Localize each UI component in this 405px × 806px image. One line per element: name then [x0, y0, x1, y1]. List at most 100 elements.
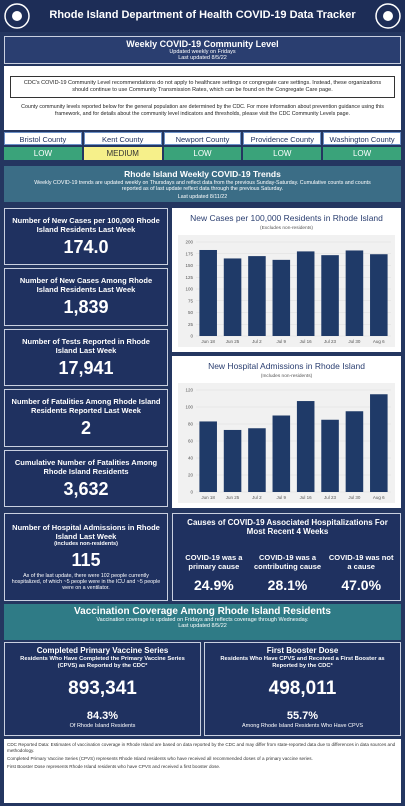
chart-subtitle: (Includes non-residents)	[261, 373, 313, 379]
panel-subtitle: Residents Who Have Completed the Primary…	[20, 656, 185, 669]
community-banner: Weekly COVID-19 Community Level Updated …	[4, 36, 401, 64]
kpi-value: 17,941	[58, 357, 114, 378]
kpi-label: Number of Hospital Admissions in Rhode I…	[12, 522, 160, 541]
y-tick-label: 80	[188, 422, 194, 427]
bar	[199, 421, 217, 492]
panel-percent: 84.3%	[86, 710, 119, 722]
y-tick-label: 40	[188, 456, 194, 461]
vaccine-panel: Completed Primary Vaccine Series Resident…	[4, 642, 201, 736]
bar	[345, 411, 364, 492]
causes-panel: Causes of COVID-19 Associated Hospitaliz…	[172, 513, 401, 601]
kpi-note: As of the last update, there were 102 pe…	[11, 573, 161, 592]
footnote: CDC Reported Data: Estimates of vaccinat…	[7, 742, 396, 753]
chart-title: New Hospital Admissions in Rhode Island	[208, 361, 365, 371]
panel-title: First Booster Dose	[266, 646, 339, 655]
kpi-label: Number of New Cases Among Rhode Island R…	[19, 276, 153, 294]
x-tick-label: Jul 16	[300, 339, 313, 344]
county-level: MEDIUM	[83, 147, 162, 160]
chart-title: New Cases per 100,000 Residents in Rhode…	[190, 213, 383, 223]
cause-label: COVID-19 was a contributing cause	[253, 553, 322, 571]
cause-value: 28.1%	[267, 577, 308, 593]
vaccination-banner: Vaccination Coverage Among Rhode Island …	[4, 604, 401, 640]
x-tick-label: Jul 9	[277, 339, 287, 344]
kpi-value: 1,839	[63, 297, 109, 317]
kpi-label: Cumulative Number of Fatalities Among Rh…	[14, 457, 158, 476]
footnotes: CDC Reported Data: Estimates of vaccinat…	[4, 739, 401, 803]
section-title: Vaccination Coverage Among Rhode Island …	[74, 606, 331, 617]
county-note: County community levels reported below f…	[21, 104, 384, 117]
description: Weekly COVID-19 trends are updated weekl…	[34, 180, 371, 193]
causes-list: COVID-19 was a primary cause 24.9% COVID-1…	[177, 553, 398, 598]
y-tick-label: 200	[185, 240, 193, 245]
footnote: First Booster Dose represents Rhode Isla…	[7, 763, 221, 769]
county-level: LOW	[243, 147, 322, 160]
vaccination-panels: Completed Primary Vaccine Series Resident…	[4, 642, 401, 736]
y-tick-label: 175	[185, 251, 193, 256]
x-tick-label: Jul 2	[252, 495, 262, 500]
bar	[223, 258, 242, 336]
x-tick-label: Jul 23	[324, 339, 337, 344]
x-tick-label: Aug 6	[373, 495, 385, 500]
bar	[199, 249, 217, 336]
bar	[321, 255, 339, 336]
section-title: Weekly COVID-19 Community Level	[126, 39, 279, 49]
y-tick-label: 150	[185, 263, 193, 268]
chart: New Cases per 100,000 Residents in Rhode…	[172, 208, 401, 352]
cause-label: COVID-19 was a primary cause	[185, 553, 243, 571]
bar	[272, 415, 291, 492]
hospital-kpi: Number of Hospital Admissions in Rhode I…	[4, 513, 168, 601]
kpi-sublabel: (includes non-residents)	[54, 540, 118, 547]
y-tick-label: 50	[188, 310, 194, 315]
footnote: Completed Primary Vaccine Series (CPVS) …	[7, 755, 313, 761]
bar	[296, 251, 315, 336]
bar	[272, 259, 291, 336]
cause: COVID-19 was a primary cause 24.9%	[177, 553, 251, 598]
chart-subtitle: (Excludes non-residents)	[260, 225, 313, 231]
x-tick-label: Jul 23	[324, 495, 337, 500]
x-tick-label: Jul 2	[252, 339, 262, 344]
kpi-card: Number of New Cases Among Rhode Island R…	[4, 268, 168, 326]
last-updated: Last updated 8/5/22	[178, 623, 227, 629]
kpi-card: Number of New Cases per 100,000 Rhode Is…	[4, 208, 168, 265]
kpi-label: Number of New Cases per 100,000 Rhode Is…	[12, 215, 160, 234]
logo	[4, 3, 30, 29]
y-tick-label: 25	[188, 322, 194, 327]
panel-percent-label: Among Rhode Island Residents Who Have CP…	[241, 723, 364, 729]
kpi-value: 115	[71, 550, 101, 571]
bar	[345, 250, 364, 336]
y-tick-label: 60	[188, 439, 194, 444]
kpi-value: 3,632	[63, 478, 109, 499]
page-title: Rhode Island Department of Health COVID-…	[49, 9, 356, 21]
kpi-card: Cumulative Number of Fatalities Among Rh…	[4, 450, 168, 507]
panel-title: Causes of COVID-19 Associated Hospitaliz…	[187, 518, 388, 536]
kpi-label: Number of Tests Reported in Rhode Island…	[22, 336, 150, 355]
x-tick-label: Jul 16	[300, 495, 313, 500]
kpi-card: Number of Tests Reported in Rhode Island…	[4, 329, 168, 386]
cause-value: 47.0%	[341, 577, 382, 593]
county: Washington County LOW	[323, 132, 401, 160]
cause-value: 24.9%	[193, 577, 234, 593]
panel-value: 893,341	[68, 678, 137, 699]
cause: COVID-19 was not a cause 47.0%	[324, 553, 398, 598]
county-name: Bristol County	[4, 132, 82, 145]
x-tick-label: Jun 18	[201, 495, 215, 500]
bar	[370, 394, 388, 492]
last-updated: Last updated 8/5/22	[178, 55, 227, 61]
bar	[248, 428, 266, 492]
county-name: Newport County	[163, 132, 242, 145]
bar	[248, 256, 266, 336]
panel-value: 498,011	[268, 678, 337, 699]
county: Kent County MEDIUM	[83, 132, 162, 160]
county-name: Providence County	[243, 132, 322, 145]
panel-subtitle: Residents Who Have CPVS and Received a F…	[220, 656, 385, 669]
logo	[375, 3, 401, 29]
y-tick-label: 0	[190, 490, 193, 495]
x-tick-label: Jun 18	[201, 339, 215, 344]
y-tick-label: 20	[188, 473, 194, 478]
cause-label: COVID-19 was not a cause	[328, 553, 394, 571]
x-tick-label: Jul 30	[348, 495, 361, 500]
x-tick-label: Aug 6	[373, 339, 385, 344]
panel-percent-label: Of Rhode Island Residents	[69, 723, 136, 729]
y-tick-label: 100	[185, 287, 193, 292]
